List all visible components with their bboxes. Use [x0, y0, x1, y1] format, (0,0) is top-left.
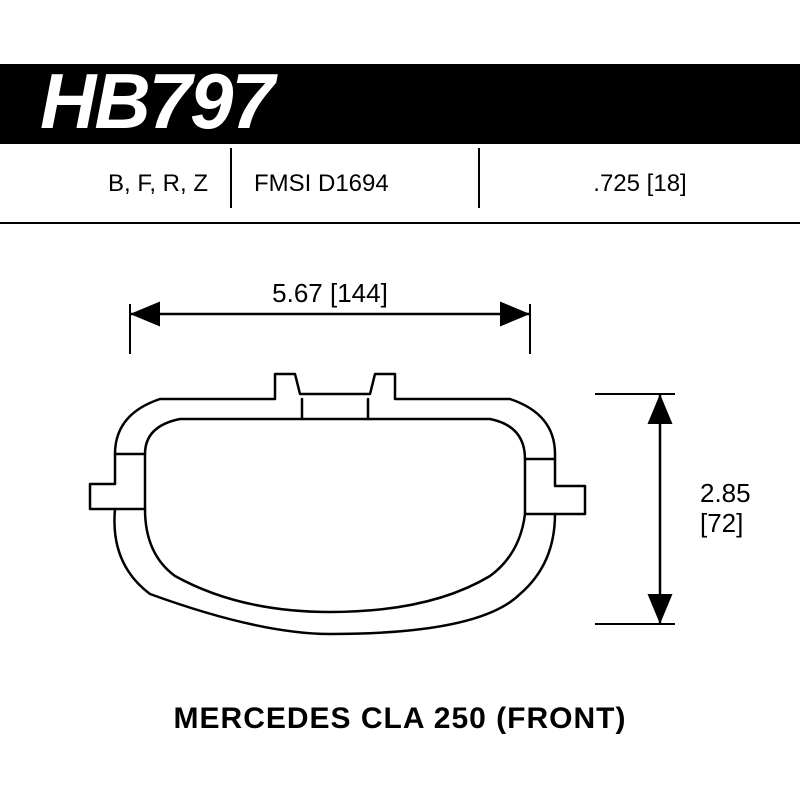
- svg-text:[72]: [72]: [700, 508, 743, 538]
- width-in: 5.67: [272, 278, 323, 308]
- spec-thickness: .725 [18]: [480, 144, 800, 224]
- spec-fmsi: FMSI D1694: [232, 144, 478, 224]
- width-mm: [144]: [330, 278, 388, 308]
- spec-row: B, F, R, Z FMSI D1694 .725 [18]: [0, 144, 800, 224]
- width-dimension: 5.67 [144]: [130, 278, 530, 354]
- svg-text:2.85: 2.85: [700, 478, 751, 508]
- spec-compounds: B, F, R, Z: [0, 144, 230, 224]
- spec-thickness-mm: [18]: [647, 170, 687, 198]
- spec-thickness-in: .725: [593, 170, 640, 198]
- svg-text:5.67 [14: 5.67 [144]: [272, 278, 388, 308]
- brake-pad-outline: [90, 374, 585, 634]
- page-root: HB797 B, F, R, Z FMSI D1694 .725 [18]: [0, 0, 800, 800]
- height-dimension: 2.85 [72]: [595, 394, 751, 624]
- height-mm: [72]: [700, 508, 743, 538]
- height-in: 2.85: [700, 478, 751, 508]
- part-number-title: HB797: [40, 56, 273, 147]
- footer-vehicle-label: MERCEDES CLA 250 (FRONT): [0, 702, 800, 736]
- drawing-svg: 5.67 [144] 2.85 [72]: [0, 224, 800, 744]
